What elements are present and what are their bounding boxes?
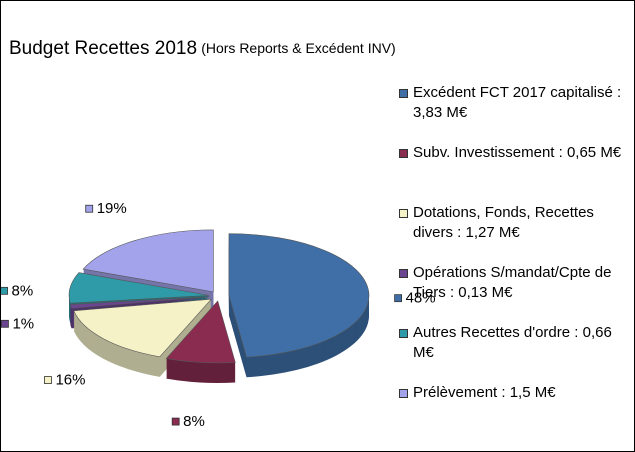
legend-label: Autres Recettes d'ordre : 0,66 M€ [413, 324, 612, 361]
data-label: 48% [406, 290, 436, 307]
label-swatch [44, 376, 52, 384]
legend-label: Excédent FCT 2017 capitalisé : 3,83 M€ [413, 84, 622, 121]
legend: Excédent FCT 2017 capitalisé : 3,83 M€ Su… [399, 83, 624, 443]
legend-label: Dotations, Fonds, Recettes divers : 1,27… [413, 204, 594, 241]
legend-label: Prélèvement : 1,5 M€ [413, 384, 556, 401]
legend-swatch [399, 389, 408, 398]
data-label: 19% [97, 200, 127, 217]
slice-side [70, 298, 210, 311]
label-swatch [85, 204, 94, 213]
data-label: 16% [55, 372, 85, 389]
data-label: 8% [183, 413, 205, 430]
label-swatch [1, 286, 8, 295]
title: Budget Recettes 2018 [9, 38, 197, 59]
slice [165, 300, 236, 364]
legend-item: Subv. Investissement : 0,65 M€ [399, 143, 624, 203]
legend-item: Autres Recettes d'ordre : 0,66 M€ [399, 323, 624, 383]
legend-label: Subv. Investissement : 0,65 M€ [413, 144, 622, 161]
legend-item: Prélèvement : 1,5 M€ [399, 383, 624, 443]
chart-title: Budget Recettes 2018 (Hors Reports & Exc… [9, 38, 396, 59]
data-label: 1% [12, 315, 34, 332]
slice-side [70, 297, 210, 310]
slice [69, 296, 210, 309]
label-swatch [171, 417, 180, 426]
legend-item: Opérations S/mandat/Cpte de Tiers : 0,13… [399, 263, 624, 323]
legend-swatch [399, 209, 408, 218]
legend-swatch [399, 149, 408, 158]
legend-item: Excédent FCT 2017 capitalisé : 3,83 M€ [399, 83, 624, 143]
slice [68, 272, 210, 304]
legend-swatch [399, 89, 408, 98]
slice [73, 298, 213, 358]
legend-swatch [399, 269, 408, 278]
legend-label: Opérations S/mandat/Cpte de Tiers : 0,13… [413, 264, 612, 301]
data-label: 8% [12, 282, 34, 299]
slice [82, 229, 214, 293]
legend-item: Dotations, Fonds, Recettes divers : 1,27… [399, 203, 624, 263]
legend-swatch [399, 329, 408, 338]
subtitle: (Hors Reports & Excédent INV) [201, 40, 396, 56]
slice [228, 233, 370, 358]
label-swatch [394, 294, 403, 303]
label-swatch [1, 319, 9, 328]
